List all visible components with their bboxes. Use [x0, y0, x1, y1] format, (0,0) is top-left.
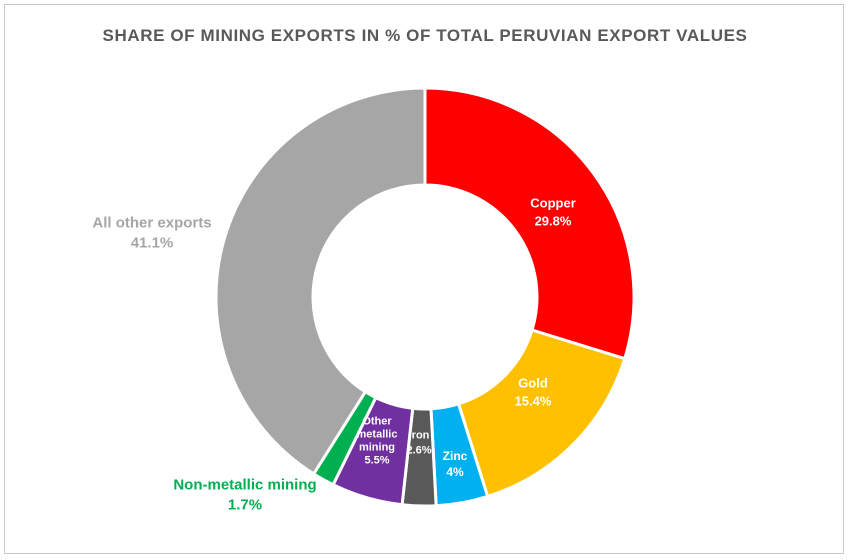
data-label-all-other-exports: All other exports 41.1%	[92, 214, 211, 251]
slice-copper	[423, 86, 636, 361]
data-label-other-metallic-mining: Other metallic mining 5.5%	[357, 415, 398, 466]
data-label-zinc: Zinc 4%	[443, 449, 468, 479]
data-label-non-metallic-mining: Non-metallic mining 1.7%	[173, 476, 316, 513]
data-label-iron: Iron 2.6%	[406, 429, 431, 456]
slice-all-other-exports	[214, 86, 427, 476]
data-label-copper: Copper 29.8%	[530, 196, 576, 229]
data-label-gold: Gold 15.4%	[515, 376, 552, 409]
chart-title: SHARE OF MINING EXPORTS IN % OF TOTAL PE…	[102, 26, 748, 45]
slice-gold	[456, 328, 627, 499]
